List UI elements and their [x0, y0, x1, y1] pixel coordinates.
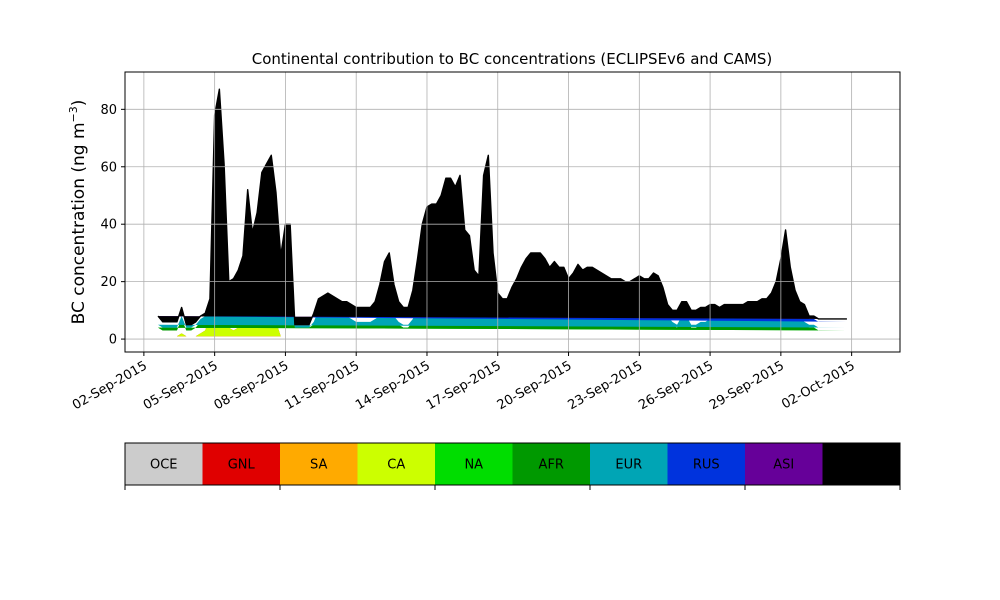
chart-title: Continental contribution to BC concentra…: [252, 50, 773, 68]
y-axis-label: BC concentration (ng m−3): [67, 100, 89, 325]
plot-area: 0 20 40 60 80 02-Sep-201505-Sep-201508-Sep-20…: [70, 71, 901, 413]
plot-frame: [124, 71, 901, 353]
legend-swatch-aus: [822, 443, 900, 485]
y-tick-label: 80: [100, 103, 117, 118]
legend-label-afr: AFR: [539, 458, 564, 473]
x-tick-label: 29-Sep-2015: [707, 358, 787, 413]
area-series-aus: [158, 89, 847, 325]
legend-label-ca: CA: [387, 458, 405, 473]
legend-swatch-asi: [745, 443, 823, 485]
y-tick-label: 0: [109, 333, 117, 348]
x-tick-label: 23-Sep-2015: [565, 358, 645, 413]
legend-label-rus: RUS: [693, 458, 720, 473]
legend-label-na: NA: [464, 458, 483, 473]
x-tick-label: 11-Sep-2015: [282, 358, 362, 413]
x-tick-label: 20-Sep-2015: [495, 358, 575, 413]
legend-label-eur: EUR: [615, 458, 642, 473]
legend-frame: [124, 442, 901, 486]
legend-swatch-gnl: [202, 443, 280, 485]
y-axis-label-close: ): [69, 100, 89, 107]
legend-label-sa: SA: [310, 458, 327, 473]
x-tick-label: 02-Oct-2015: [779, 358, 857, 412]
legend-swatch-eur: [590, 443, 668, 485]
legend-colorbar: OCE GNL SA CA NA AFR EUR RUS ASI AUS: [124, 442, 901, 490]
x-tick-label: 26-Sep-2015: [636, 358, 716, 413]
y-tick-label: 40: [100, 218, 117, 233]
legend-swatch-sa: [280, 443, 358, 485]
y-tick-label: 60: [100, 160, 117, 175]
y-axis-label-main: BC concentration (ng m: [69, 122, 89, 324]
legend-label-gnl: GNL: [228, 458, 256, 473]
x-tick-label: 08-Sep-2015: [212, 358, 292, 413]
legend-swatch-na: [435, 443, 513, 485]
y-axis-label-exponent: −3: [67, 106, 80, 122]
x-tick-label: 14-Sep-2015: [353, 358, 433, 413]
legend-swatch-afr: [512, 443, 590, 485]
y-tick-label: 20: [100, 275, 117, 290]
area-series-ca: [158, 287, 847, 337]
x-tick-label: 17-Sep-2015: [424, 358, 504, 413]
legend-label-oce: OCE: [150, 458, 178, 473]
x-tick-label: 02-Sep-2015: [70, 358, 150, 413]
legend-label-aus: AUS: [848, 458, 875, 473]
x-tick-label: 05-Sep-2015: [141, 358, 221, 413]
legend-label-asi: ASI: [773, 458, 794, 473]
legend-swatch-ca: [357, 443, 435, 485]
total-outline: [157, 88, 847, 326]
legend-swatch-rus: [667, 443, 745, 485]
legend-swatch-oce: [125, 443, 203, 485]
